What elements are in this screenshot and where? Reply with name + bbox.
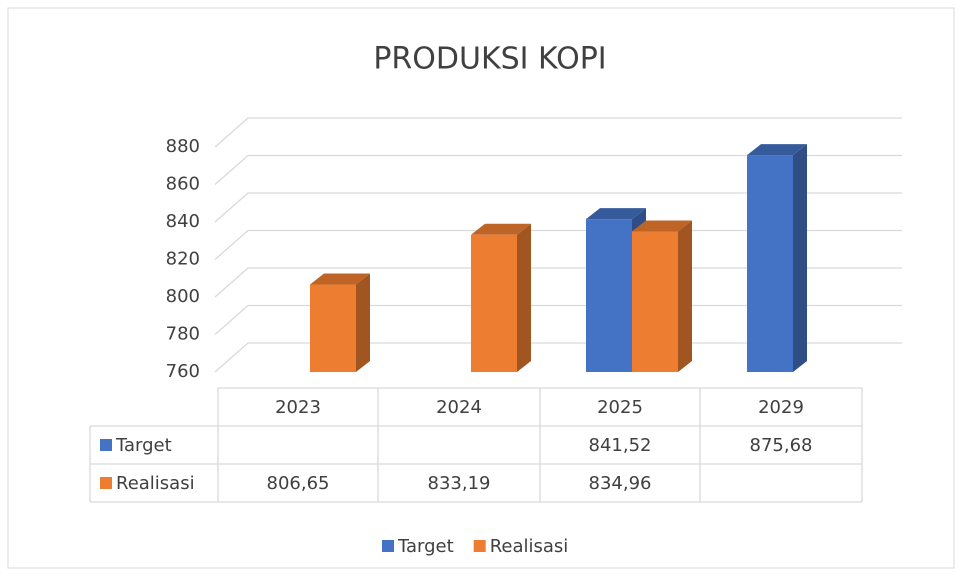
y-tick-label: 780	[166, 324, 200, 345]
bar	[747, 144, 807, 372]
bar-top	[632, 220, 692, 232]
bar-side	[356, 273, 370, 372]
bar-top	[471, 223, 531, 235]
bar	[310, 273, 370, 372]
y-tick-label: 800	[166, 286, 200, 307]
y-tick-label: 860	[166, 174, 200, 195]
bar-front	[471, 234, 517, 372]
legend-label: Realisasi	[490, 536, 569, 557]
table-value: 806,65	[267, 473, 330, 494]
legend-label: Target	[397, 536, 454, 557]
bar-front	[747, 155, 793, 372]
bar-side	[517, 223, 531, 372]
bar-front	[310, 284, 356, 372]
table-value: 841,52	[589, 435, 652, 456]
legend-key	[382, 540, 394, 552]
table-row-label: Realisasi	[116, 473, 195, 494]
bar-top	[310, 273, 370, 285]
y-tick-label: 880	[166, 136, 200, 157]
table-value: 875,68	[750, 435, 813, 456]
bar	[471, 223, 531, 372]
x-tick-label: 2029	[758, 397, 804, 418]
table-row-label: Target	[115, 435, 172, 456]
bar-top	[747, 144, 807, 156]
x-tick-label: 2025	[597, 397, 643, 418]
bar-side	[793, 144, 807, 372]
y-tick-label: 840	[166, 211, 200, 232]
x-tick-label: 2024	[436, 397, 482, 418]
y-tick-label: 820	[166, 249, 200, 270]
bar	[632, 220, 692, 372]
chart-title: PRODUKSI KOPI	[373, 42, 606, 77]
y-tick-label: 760	[166, 361, 200, 382]
bar-top	[586, 208, 646, 220]
table-legend-key	[100, 477, 112, 489]
legend-key	[473, 540, 486, 552]
grid-line	[214, 154, 902, 185]
bar-front	[586, 219, 632, 372]
grid-line	[214, 117, 902, 148]
table-value: 834,96	[589, 473, 652, 494]
table-legend-key	[100, 439, 112, 451]
table-value: 833,19	[428, 473, 491, 494]
x-tick-label: 2023	[275, 397, 321, 418]
bar-front	[632, 231, 678, 372]
grid-line	[214, 192, 902, 223]
bar-side	[678, 220, 692, 372]
